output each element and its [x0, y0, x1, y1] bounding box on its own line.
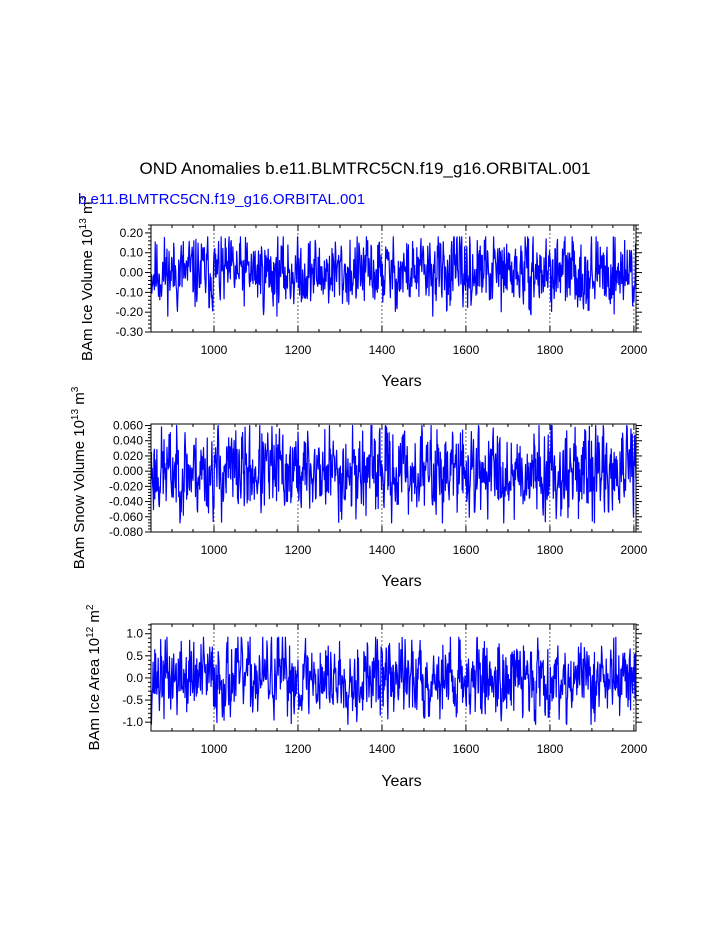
y-axis-label-part: 3: [78, 196, 89, 202]
x-tick-label: 1000: [201, 343, 228, 357]
y-tick-label: 0.5: [126, 649, 143, 663]
x-tick-label: 1200: [285, 543, 312, 557]
y-axis-label-part: 13: [70, 408, 81, 420]
y-tick-label: -0.20: [116, 305, 144, 319]
x-axis-label: Years: [381, 573, 421, 590]
subtitle: b.e11.BLMTRC5CN.f19_g16.ORBITAL.001: [78, 191, 365, 208]
x-tick-label: 1000: [201, 742, 228, 756]
x-tick-label: 1600: [453, 742, 480, 756]
panel-snow-volume: 1000 1200 1400 1600 1800 2000 0.0600.0400.0200…: [70, 386, 648, 590]
y-tick-label: -0.10: [116, 285, 144, 299]
y-tick-label: -0.30: [116, 325, 144, 339]
y-axis-label-part: m: [71, 392, 88, 409]
x-axis-label: Years: [381, 373, 421, 390]
x-tick-label: 1400: [369, 742, 396, 756]
x-tick-label: 1800: [537, 343, 564, 357]
y-axis-label: BAm Ice Volume 1013 m3: [78, 196, 96, 362]
y-axis-label-part: m: [79, 202, 96, 219]
plot-frame: [150, 224, 637, 333]
series-line: [150, 424, 637, 524]
y-axis-label: BAm Ice Area 1012 m2: [85, 604, 103, 750]
x-tick-label: 1800: [537, 543, 564, 557]
page-title: OND Anomalies b.e11.BLMTRC5CN.f19_g16.OR…: [139, 159, 590, 178]
y-axis-label-part: 2: [85, 604, 96, 610]
y-axis-label-part: BAm Snow Volume 10: [71, 420, 88, 569]
y-axis-label-part: 3: [70, 386, 81, 392]
x-tick-label: 2000: [621, 543, 648, 557]
x-tick-label: 1800: [537, 742, 564, 756]
y-axis-label-part: 12: [85, 626, 96, 638]
panel-ice-area: 1000 1200 1400 1600 1800 2000 1.0 0.5 0.0 -0.5 -1.…: [85, 604, 648, 790]
y-tick-label: -0.060: [109, 510, 143, 524]
x-axis-label: Years: [381, 773, 421, 790]
y-tick-label: 0.040: [113, 434, 143, 448]
y-tick-label: 0.00: [120, 266, 144, 280]
y-axis-label-part: 13: [78, 218, 89, 230]
x-tick-label: 1400: [369, 543, 396, 557]
y-tick-label: -1.0: [122, 715, 143, 729]
x-tick-label: 2000: [621, 343, 648, 357]
y-axis-label-part: m: [86, 610, 103, 627]
y-tick-label: 1.0: [126, 627, 143, 641]
y-tick-label: 0.0: [126, 671, 143, 685]
x-tick-label: 1400: [369, 343, 396, 357]
y-tick-label: 0.000: [113, 464, 143, 478]
x-tick-label: 1600: [453, 343, 480, 357]
x-tick-label: 1200: [285, 343, 312, 357]
x-tick-label: 1600: [453, 543, 480, 557]
plot-frame: [150, 423, 637, 533]
x-tick-label: 1200: [285, 742, 312, 756]
y-tick-label: 0.060: [113, 419, 143, 433]
y-tick-label: -0.5: [122, 693, 143, 707]
y-tick-label: -0.020: [109, 479, 143, 493]
y-axis-label-part: BAm Ice Area 10: [86, 638, 103, 751]
panel-ice-volume: 1000 1200 1400 1600 1800 2000 0.20 0.10 0.00 -0.1…: [78, 196, 648, 390]
y-tick-label: -0.080: [109, 525, 143, 539]
series-line: [150, 636, 637, 725]
x-tick-label: 2000: [621, 742, 648, 756]
y-axis-label-part: BAm Ice Volume 10: [79, 229, 96, 361]
series-line: [150, 236, 637, 317]
x-tick-label: 1000: [201, 543, 228, 557]
y-axis-label: BAm Snow Volume 1013 m3: [70, 386, 88, 569]
y-tick-label: 0.020: [113, 449, 143, 463]
y-tick-label: -0.040: [109, 495, 143, 509]
y-tick-label: 0.20: [120, 226, 144, 240]
y-tick-label: 0.10: [120, 246, 144, 260]
